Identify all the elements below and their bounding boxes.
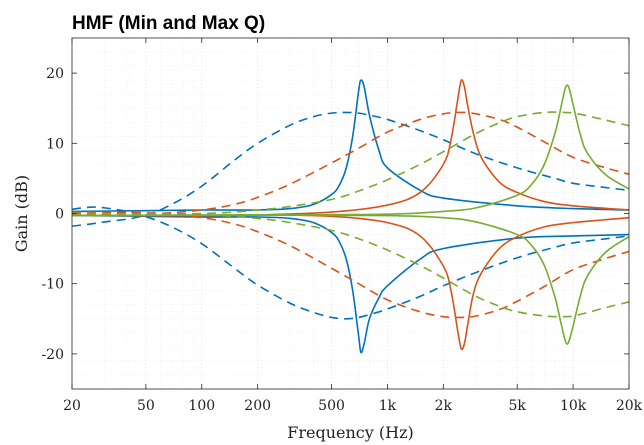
series-layer xyxy=(71,78,630,354)
series-line-1 xyxy=(71,79,630,213)
series-line-12 xyxy=(71,212,630,318)
x-tick-label: 20 xyxy=(63,398,81,414)
x-tick-label: 100 xyxy=(188,398,215,414)
series-line-11 xyxy=(71,111,630,215)
series-line-9 xyxy=(71,84,630,217)
y-tick-label: -10 xyxy=(41,277,64,293)
x-tick-label: 50 xyxy=(137,398,155,414)
series-line-4 xyxy=(71,215,630,320)
chart-title: HMF (Min and Max Q) xyxy=(72,13,265,34)
series-line-2 xyxy=(71,214,630,354)
x-tick-label: 1k xyxy=(379,398,397,414)
y-axis-label: Gain (dB) xyxy=(12,175,31,252)
series-line-7 xyxy=(71,111,630,216)
y-tick-label: -20 xyxy=(41,347,64,363)
x-tick-label: 5k xyxy=(509,398,527,414)
x-tick-label: 2k xyxy=(435,398,453,414)
series-line-5 xyxy=(71,78,630,217)
x-tick-label: 10k xyxy=(560,398,587,414)
x-axis-label: Frequency (Hz) xyxy=(287,423,414,442)
x-tick-label: 20k xyxy=(616,398,643,414)
x-tick-label: 200 xyxy=(244,398,271,414)
y-tick-label: 0 xyxy=(55,207,64,223)
series-line-3 xyxy=(71,111,630,216)
series-line-10 xyxy=(71,214,630,345)
x-tick-label: 500 xyxy=(318,398,345,414)
series-line-8 xyxy=(71,211,630,319)
tick-layer: 20 50 100 200 500 1k 2k 5k 10k 20k -20 -10 0 10 20 xyxy=(41,38,643,414)
y-tick-label: 10 xyxy=(46,136,64,152)
y-tick-label: 20 xyxy=(46,66,64,82)
